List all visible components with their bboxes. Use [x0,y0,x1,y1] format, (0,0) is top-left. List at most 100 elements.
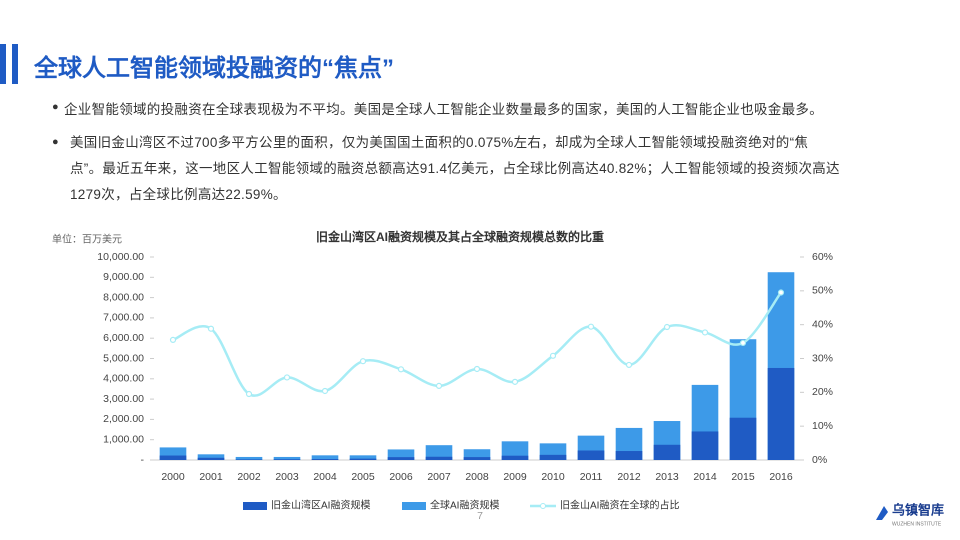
x-tick-label: 2000 [161,471,185,483]
bar [425,456,453,460]
bar [197,454,225,460]
chart-title: 旧金山湾区AI融资规模及其占全球融资规模总数的比重 [316,229,604,244]
point [625,361,633,369]
logo-icon [876,506,888,520]
x-tick-label: 2009 [503,471,527,483]
y-tick-label: 9,000.00 [103,271,144,283]
bar [387,457,415,460]
point [321,387,329,395]
slide-title: 全球人工智能领域投融资的“焦点” [34,55,394,82]
point [739,339,747,347]
y-tick-label: 3,000.00 [103,393,144,405]
point [207,325,215,332]
legend-swatch [540,503,546,509]
bullet: 企业智能领域的投融资在全球表现极为不平均。美国是全球人工智能企业数量最多的国家，… [64,102,823,117]
bar [197,457,225,460]
y2-tick-label: 50% [812,285,833,297]
y-tick-label: 6,000.00 [103,332,144,344]
point [359,358,367,365]
y-tick-label: 7,000.00 [103,312,144,324]
x-tick-label: 2008 [465,471,489,483]
logo: 乌镇智库 [892,502,944,517]
y-tick-label: 1,000.00 [103,433,144,445]
bullet-dot: ● [52,136,59,148]
bar [729,417,757,460]
x-tick-label: 2013 [655,471,679,483]
bar [501,441,529,460]
point [511,378,519,385]
x-tick-label: 2016 [769,471,793,483]
bar [463,449,491,460]
bar [425,445,453,460]
point [283,374,291,381]
x-tick-label: 2001 [199,471,223,483]
bar [311,459,339,460]
bullet-dot: ● [52,101,59,113]
bullet: 美国旧金山湾区不过700多平方公里的面积，仅为美国国土面积的0.075%左右，却… [70,135,840,202]
point [397,366,405,373]
x-tick-label: 2002 [237,471,261,483]
x-tick-label: 2011 [580,471,603,483]
y-tick-label: 5,000.00 [103,352,144,364]
line [172,291,783,397]
y2-tick-label: 40% [812,318,833,330]
y-tick-label: 8,000.00 [103,291,144,303]
bar [235,459,263,460]
accent [12,44,18,84]
bar [691,431,719,460]
x-tick-label: 2004 [313,471,337,483]
point [435,382,443,390]
bar [767,367,795,460]
bar [273,459,301,460]
x-tick-label: 2007 [427,471,451,483]
y2-tick-label: 10% [812,420,833,432]
x-tick-label: 2012 [617,471,641,483]
x-tick-label: 2014 [693,471,717,483]
unit-label: 单位：百万美元 [52,233,122,246]
point [549,352,557,359]
legend-label: 旧金山湾区AI融资规模 [271,499,370,512]
bar [387,449,415,460]
bar [311,455,339,460]
x-tick-label: 2010 [541,471,565,483]
logo-sub: WUZHEN INSTITUTE [892,521,942,527]
accent [0,44,6,84]
y2-tick-label: 20% [812,386,833,398]
x-tick-label: 2015 [731,471,755,483]
point [587,323,595,330]
legend-label: 旧金山AI融资在全球的占比 [560,499,679,512]
point [663,323,671,331]
bar [463,457,491,460]
x-tick-label: 2005 [351,471,375,483]
page-number: 7 [477,510,483,522]
x-tick-label: 2003 [275,471,299,483]
bar [577,450,605,460]
point [473,365,481,373]
bar [159,455,187,460]
y-tick-label: 4,000.00 [103,373,144,385]
y2-tick-label: 30% [812,352,833,364]
y-tick-label: - [141,454,145,466]
y-tick-label: 2,000.00 [103,413,144,425]
point [777,289,785,296]
bar [273,456,301,460]
point [169,336,177,343]
point [245,390,253,398]
bar [235,456,263,460]
bar [501,455,529,460]
bar [615,451,643,460]
bar [349,458,377,460]
legend-swatch [243,502,267,510]
y-tick-label: 10,000.00 [97,251,144,263]
bar [349,455,377,460]
legend-label: 全球AI融资规模 [430,499,499,512]
y2-tick-label: 60% [812,251,833,263]
point [701,329,709,336]
legend-swatch [402,502,426,510]
y2-tick-label: 0% [812,454,827,466]
bar [539,454,567,460]
x-tick-label: 2006 [389,471,413,483]
bar [653,444,681,460]
